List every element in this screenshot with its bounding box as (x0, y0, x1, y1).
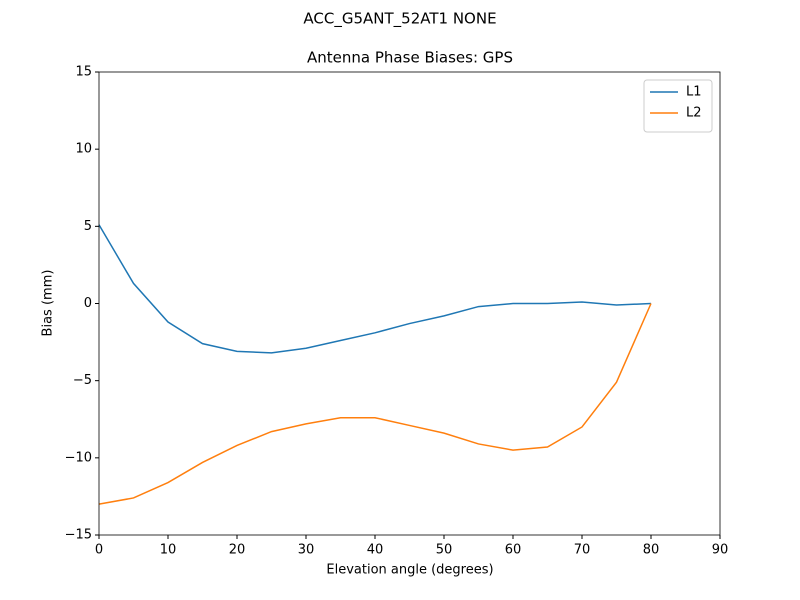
x-tick-label: 0 (95, 543, 103, 558)
line-series (98, 303, 652, 505)
line-series (98, 224, 652, 354)
x-tick-label: 60 (505, 543, 522, 558)
y-tick-label: −15 (65, 528, 92, 543)
x-tick-label: 70 (574, 543, 591, 558)
x-tick-label: 20 (229, 543, 246, 558)
x-tick-label: 10 (160, 543, 177, 558)
x-tick-label: 50 (436, 543, 453, 558)
plot-frame (98, 71, 721, 536)
y-tick-label: 15 (75, 65, 92, 80)
y-axis-label: Bias (mm) (41, 270, 56, 337)
legend-box (643, 79, 713, 133)
y-tick-label: −10 (65, 450, 92, 465)
y-tick-label: −5 (73, 373, 92, 388)
x-axis-label: Elevation angle (degrees) (326, 563, 493, 578)
suptitle: ACC_G5ANT_52AT1 NONE (303, 10, 496, 29)
legend-label: L1 (686, 85, 702, 100)
y-tick-label: 10 (75, 142, 92, 157)
chart-title: Antenna Phase Biases: GPS (307, 49, 513, 67)
x-tick-label: 30 (298, 543, 315, 558)
y-tick-label: 0 (84, 296, 92, 311)
x-tick-label: 40 (367, 543, 384, 558)
legend-label: L2 (686, 106, 702, 121)
x-tick-label: 80 (643, 543, 660, 558)
y-tick-label: 5 (84, 219, 92, 234)
x-tick-label: 90 (712, 543, 729, 558)
